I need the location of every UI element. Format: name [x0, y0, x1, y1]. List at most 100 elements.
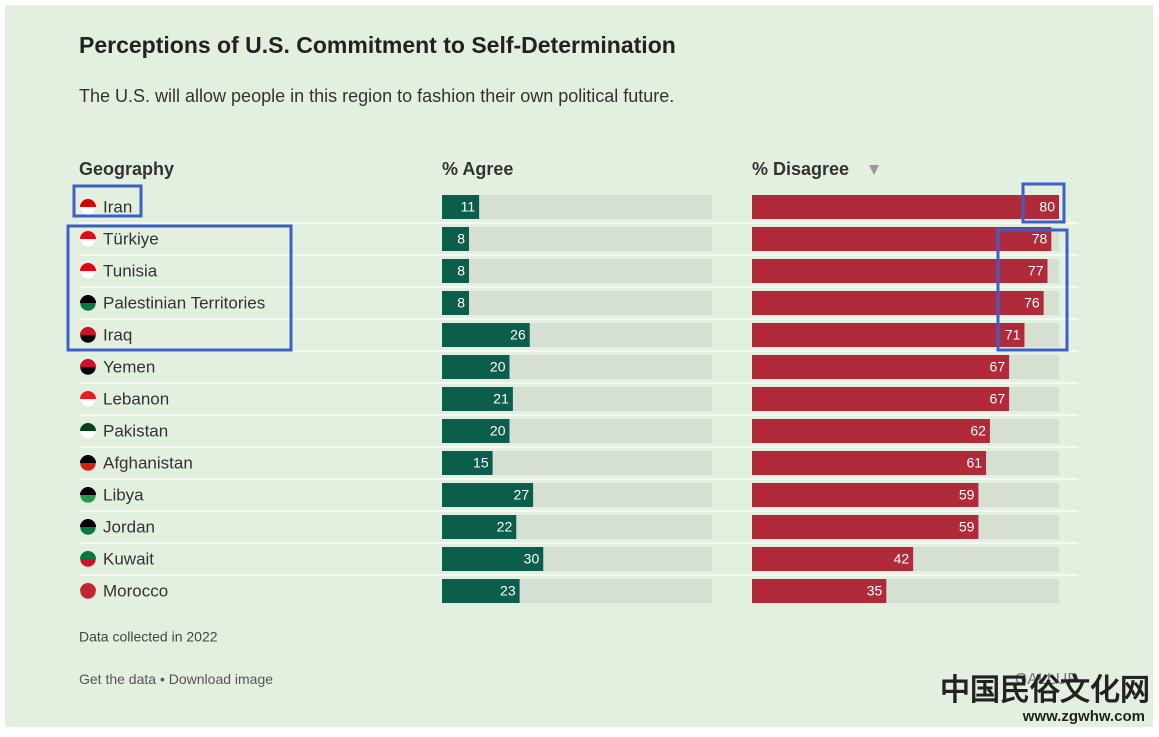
- value-label: 61: [967, 455, 983, 471]
- highlight-box: [996, 228, 1069, 352]
- category-label: Iran: [103, 197, 132, 216]
- bar: [752, 579, 887, 603]
- bar: [442, 259, 469, 283]
- highlight-box: [72, 184, 143, 218]
- bar: [752, 547, 914, 571]
- note: Data collected in 2022: [79, 629, 218, 645]
- value-label: 26: [510, 327, 526, 343]
- bar: [442, 387, 513, 411]
- value-label: 62: [970, 423, 986, 439]
- bar: [442, 419, 510, 443]
- bar: [442, 195, 480, 219]
- value-label: 20: [490, 359, 506, 375]
- bar: [752, 451, 987, 475]
- flag: [80, 295, 96, 303]
- footer-links: Get the data • Download image: [79, 671, 273, 687]
- category-label: Kuwait: [103, 549, 154, 568]
- value-label: 35: [867, 583, 883, 599]
- value-label: 78: [1032, 231, 1048, 247]
- value-label: 71: [1005, 327, 1021, 343]
- highlight-box: [66, 224, 293, 352]
- value-label: 8: [457, 263, 465, 279]
- bar: [752, 483, 979, 507]
- separator: •: [160, 671, 165, 687]
- category-label: Afghanistan: [103, 453, 193, 472]
- category-label: Morocco: [103, 581, 168, 600]
- bar: [752, 515, 979, 539]
- bar: [442, 323, 530, 347]
- highlight-box: [1021, 182, 1066, 224]
- bar: [442, 515, 517, 539]
- bar: [752, 323, 1025, 347]
- chart-title: Perceptions of U.S. Commitment to Self-D…: [79, 32, 676, 58]
- bar: [442, 547, 544, 571]
- flag: [80, 551, 96, 559]
- value-label: 21: [493, 391, 509, 407]
- sort-indicator[interactable]: [869, 165, 879, 175]
- link[interactable]: Download image: [169, 671, 273, 687]
- value-label: 15: [473, 455, 489, 471]
- value-label: 11: [461, 199, 476, 215]
- category-label: Türkiye: [103, 229, 159, 248]
- bar: [752, 259, 1048, 283]
- column-header[interactable]: % Agree: [442, 159, 513, 179]
- bar: [752, 291, 1044, 315]
- watermark: 中国民俗文化网: [940, 673, 1150, 707]
- bar: [442, 291, 469, 315]
- category-label: Libya: [103, 485, 144, 504]
- value-label: 67: [990, 359, 1006, 375]
- category-label: Tunisia: [103, 261, 158, 280]
- chart-subtitle: The U.S. will allow people in this regio…: [79, 86, 674, 106]
- bar-track: [442, 291, 712, 315]
- column-header[interactable]: Geography: [79, 159, 174, 179]
- bar: [442, 227, 469, 251]
- flag: [80, 487, 96, 495]
- watermark: www.zgwhw.com: [1022, 708, 1145, 725]
- bar: [752, 419, 990, 443]
- category-label: Iraq: [103, 325, 132, 344]
- flag: [80, 199, 96, 207]
- bar-track: [442, 195, 712, 219]
- value-label: 23: [500, 583, 516, 599]
- value-label: 8: [457, 295, 465, 311]
- flag: [80, 327, 96, 335]
- value-label: 80: [1039, 199, 1055, 215]
- value-label: 77: [1028, 263, 1044, 279]
- flag: [80, 231, 96, 239]
- category-label: Palestinian Territories: [103, 293, 265, 312]
- value-label: 67: [990, 391, 1006, 407]
- flag: [80, 359, 96, 367]
- link[interactable]: Get the data: [79, 671, 156, 687]
- bar: [752, 195, 1059, 219]
- bar: [752, 387, 1010, 411]
- bar: [442, 483, 534, 507]
- column-header[interactable]: % Disagree: [752, 159, 849, 179]
- value-label: 30: [524, 551, 540, 567]
- flag: [80, 455, 96, 463]
- bar: [442, 579, 520, 603]
- bar: [442, 355, 510, 379]
- value-label: 8: [457, 231, 465, 247]
- value-label: 42: [894, 551, 910, 567]
- value-label: 76: [1024, 295, 1040, 311]
- value-label: 22: [497, 519, 513, 535]
- flag: [80, 423, 96, 431]
- bar-track: [442, 227, 712, 251]
- value-label: 59: [959, 519, 975, 535]
- source-logo: GALLUP: [1015, 671, 1078, 688]
- category-label: Yemen: [103, 357, 155, 376]
- bar: [442, 451, 493, 475]
- flag: [80, 583, 96, 591]
- flag: [80, 519, 96, 527]
- flag: [80, 263, 96, 271]
- category-label: Jordan: [103, 517, 155, 536]
- value-label: 59: [959, 487, 975, 503]
- flag: [80, 391, 96, 399]
- bar-track: [442, 259, 712, 283]
- rows: Iran 11 80 Türkiye 8 78 Tunisia 8 77 Palestinian …: [79, 195, 1078, 603]
- value-label: 20: [490, 423, 506, 439]
- bar: [752, 355, 1010, 379]
- category-label: Pakistan: [103, 421, 168, 440]
- category-label: Lebanon: [103, 389, 169, 408]
